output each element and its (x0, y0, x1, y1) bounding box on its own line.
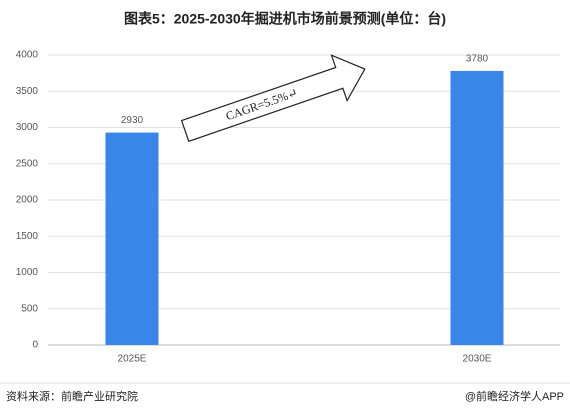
x-tick-label: 2025E (118, 354, 147, 365)
arrow-shape (180, 54, 366, 143)
bar (105, 132, 159, 345)
x-tick-label: 2030E (463, 354, 492, 365)
credit: @前瞻经济学人APP (465, 389, 564, 403)
y-tick-label: 4000 (16, 50, 39, 61)
chart-title: 图表5：2025-2030年掘进机市场前景预测(单位：台) (124, 11, 446, 27)
bar (450, 70, 504, 345)
y-tick-label: 500 (21, 303, 38, 314)
y-tick-label: 1500 (16, 231, 39, 242)
y-tick-label: 2500 (16, 158, 39, 169)
y-tick-label: 3000 (16, 122, 39, 133)
value-label: 2930 (121, 115, 144, 126)
y-tick-label: 1000 (16, 267, 39, 278)
source: 资料来源：前瞻产业研究院 (6, 389, 138, 403)
y-tick-label: 2000 (16, 195, 39, 206)
y-tick-label: 3500 (16, 86, 39, 97)
value-label: 3780 (466, 54, 489, 65)
y-tick-label: 0 (32, 340, 38, 351)
cagr-arrow: CAGR=5.5%↵ (180, 54, 366, 143)
